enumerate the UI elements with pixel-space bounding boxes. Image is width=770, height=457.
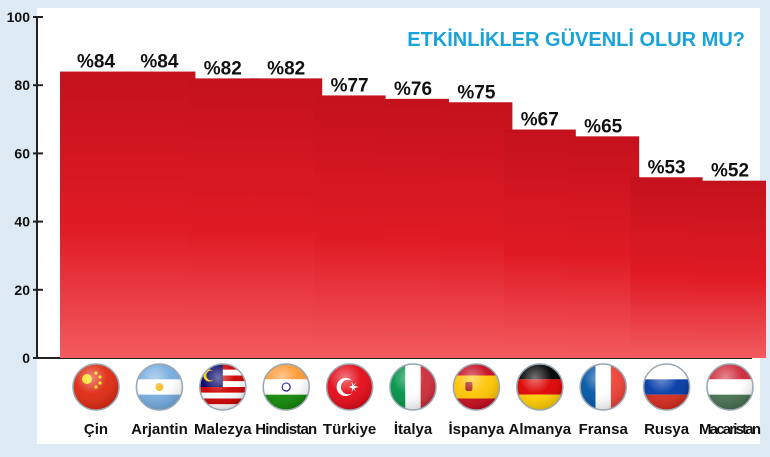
category-label: Çin (84, 421, 108, 438)
bar-value-label: %67 (521, 110, 559, 131)
bar (567, 136, 640, 358)
bar (377, 98, 449, 358)
bar-value-label: %53 (648, 157, 686, 178)
flag-ring (706, 363, 754, 411)
flag-ring (642, 363, 691, 411)
category-label: Hindistan (255, 421, 317, 438)
bar (694, 180, 766, 358)
bar-value-label: %65 (584, 116, 622, 137)
left-panel (0, 0, 37, 457)
spain-flag-icon (453, 364, 500, 410)
category-label: Türkiye (323, 421, 376, 438)
bar (440, 102, 513, 358)
flag-ring (579, 363, 627, 411)
category-label: İtalya (394, 421, 433, 438)
malaysia-flag-icon (199, 364, 246, 410)
y-tick-label: 100 (7, 9, 31, 25)
y-tick-label: 20 (14, 282, 30, 298)
category-label: Arjantin (131, 421, 188, 438)
category-label: Rusya (644, 421, 690, 438)
category-label: İspanya (448, 421, 505, 438)
bar (250, 78, 323, 358)
flag-ring (516, 363, 564, 411)
flag-ring (452, 363, 501, 411)
bar (630, 177, 703, 358)
china-flag-icon (73, 364, 119, 410)
bar (503, 129, 576, 358)
flag-ring (262, 363, 310, 411)
flag-ring (389, 363, 437, 411)
y-tick-label: 0 (22, 350, 30, 366)
y-tick-label: 40 (14, 214, 30, 230)
bar (186, 78, 259, 358)
bar-value-label: %77 (331, 75, 369, 96)
bar-value-label: %82 (267, 58, 305, 79)
y-tick-label: 80 (14, 77, 30, 93)
flag-ring (135, 363, 184, 411)
category-label: Malezya (194, 421, 252, 438)
bar-value-label: %84 (77, 52, 115, 73)
category-labels: Çin Arjantin Malezya Hindistan Türkiye İtalya… (84, 421, 761, 438)
bar-value-label: %76 (394, 79, 432, 100)
bars: %84 %84 %82 %82 %77 %76 %75 %67 %65 %53 %52 (60, 52, 766, 359)
turkey-flag-icon (326, 364, 373, 410)
category-label: Macaristan (699, 421, 761, 438)
bar-value-label: %84 (140, 52, 178, 73)
chart-title: ETKİNLİKLER GÜVENLİ OLUR MU? (407, 28, 745, 51)
y-tick-label: 60 (14, 145, 30, 161)
argentina-flag-icon (136, 364, 183, 410)
bar-value-label: %75 (457, 82, 495, 103)
flag-ring (199, 363, 247, 411)
bar (60, 71, 132, 358)
bar (313, 95, 386, 359)
bar-value-label: %82 (204, 58, 242, 79)
category-label: Almanya (509, 421, 572, 438)
flag-ring (325, 363, 374, 411)
bar-value-label: %52 (711, 161, 749, 182)
flag-ring (72, 363, 120, 411)
bar (123, 71, 196, 358)
flags (72, 363, 754, 411)
category-label: Fransa (579, 421, 629, 438)
